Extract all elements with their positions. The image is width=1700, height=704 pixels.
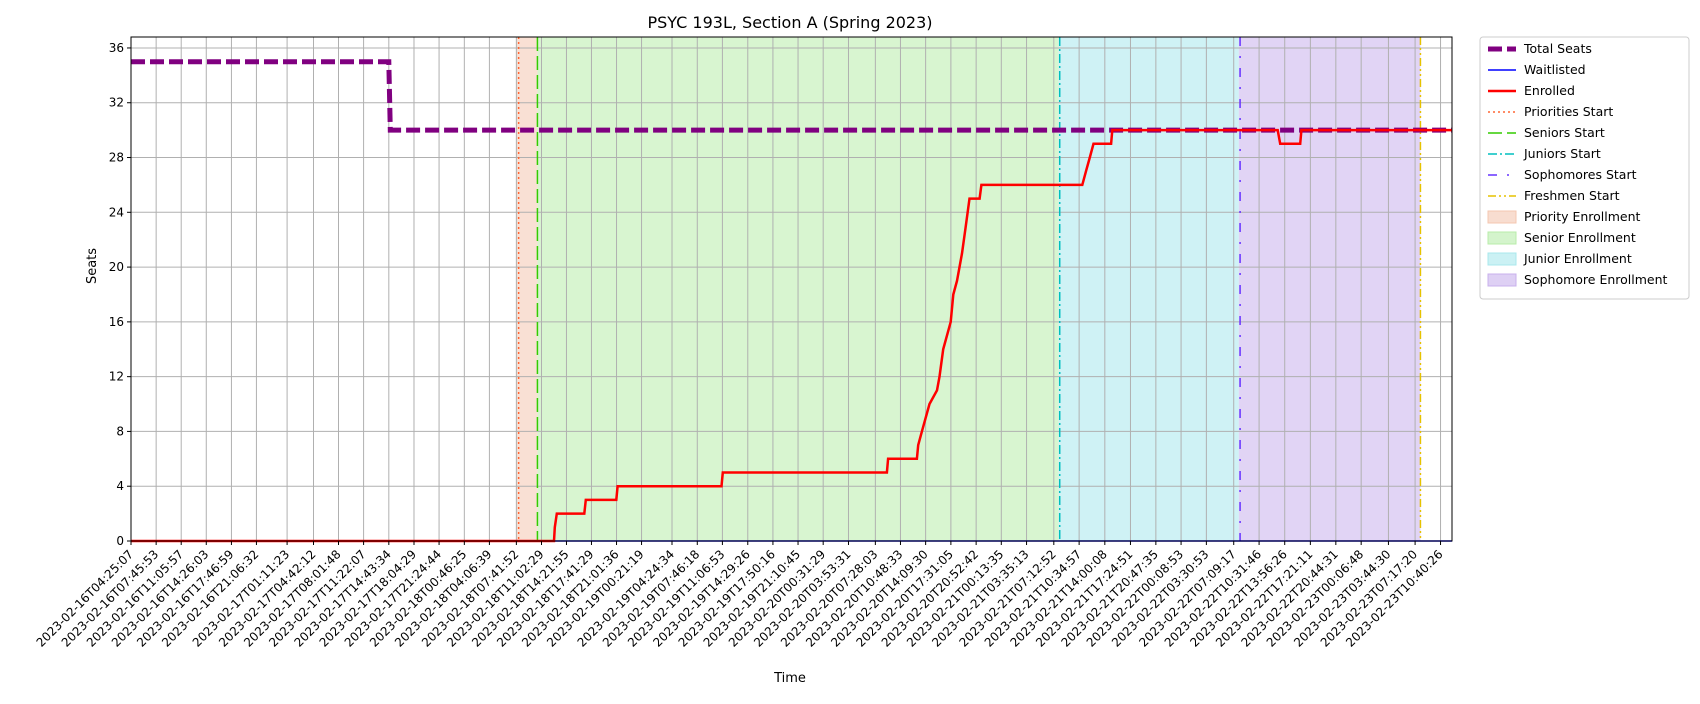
y-tick-label: 20 [109,260,124,274]
marker-layer [517,37,1422,541]
legend-label: Total Seats [1523,41,1592,56]
y-tick-label: 4 [116,479,124,493]
legend-label: Sophomores Start [1524,167,1637,182]
legend-label: Priority Enrollment [1524,209,1641,224]
y-tick-label: 24 [109,205,124,219]
region-band [1058,37,1239,541]
legend-swatch [1487,231,1517,245]
legend-swatch [1487,252,1517,266]
y-tick-label: 0 [116,534,124,548]
legend-label: Freshmen Start [1524,188,1620,203]
axes-layer: 048121620242832362023-02-16T04:25:072023… [34,36,1453,650]
legend-label: Juniors Start [1523,146,1601,161]
y-tick-label: 16 [109,315,124,329]
x-axis-title: Time [773,671,806,686]
y-tick-label: 8 [116,424,124,438]
legend-box [1479,36,1690,300]
legend-label: Senior Enrollment [1524,230,1636,245]
region-band [1238,37,1421,541]
series-line [131,59,1452,133]
legend-swatch [1487,210,1517,224]
legend-label: Junior Enrollment [1523,251,1632,266]
legend-label: Seniors Start [1524,125,1605,140]
y-tick-label: 36 [109,41,124,55]
region-band [516,37,538,541]
legend-label: Waitlisted [1524,62,1586,77]
y-tick-label: 28 [109,151,124,165]
legend-swatch [1487,273,1517,287]
series-line [131,128,1452,543]
plot-frame [130,36,1453,542]
y-tick-label: 32 [109,96,124,110]
legend-label: Priorities Start [1524,104,1613,119]
y-tick-label: 12 [109,370,124,384]
legend: Total Seats Waitlisted Enrolled Priorities … [1479,36,1690,300]
y-axis-title: Seats [85,248,100,284]
chart-title: PSYC 193L, Section A (Spring 2023) [647,13,932,32]
legend-label: Sophomore Enrollment [1524,272,1668,287]
legend-label: Enrolled [1524,83,1575,98]
